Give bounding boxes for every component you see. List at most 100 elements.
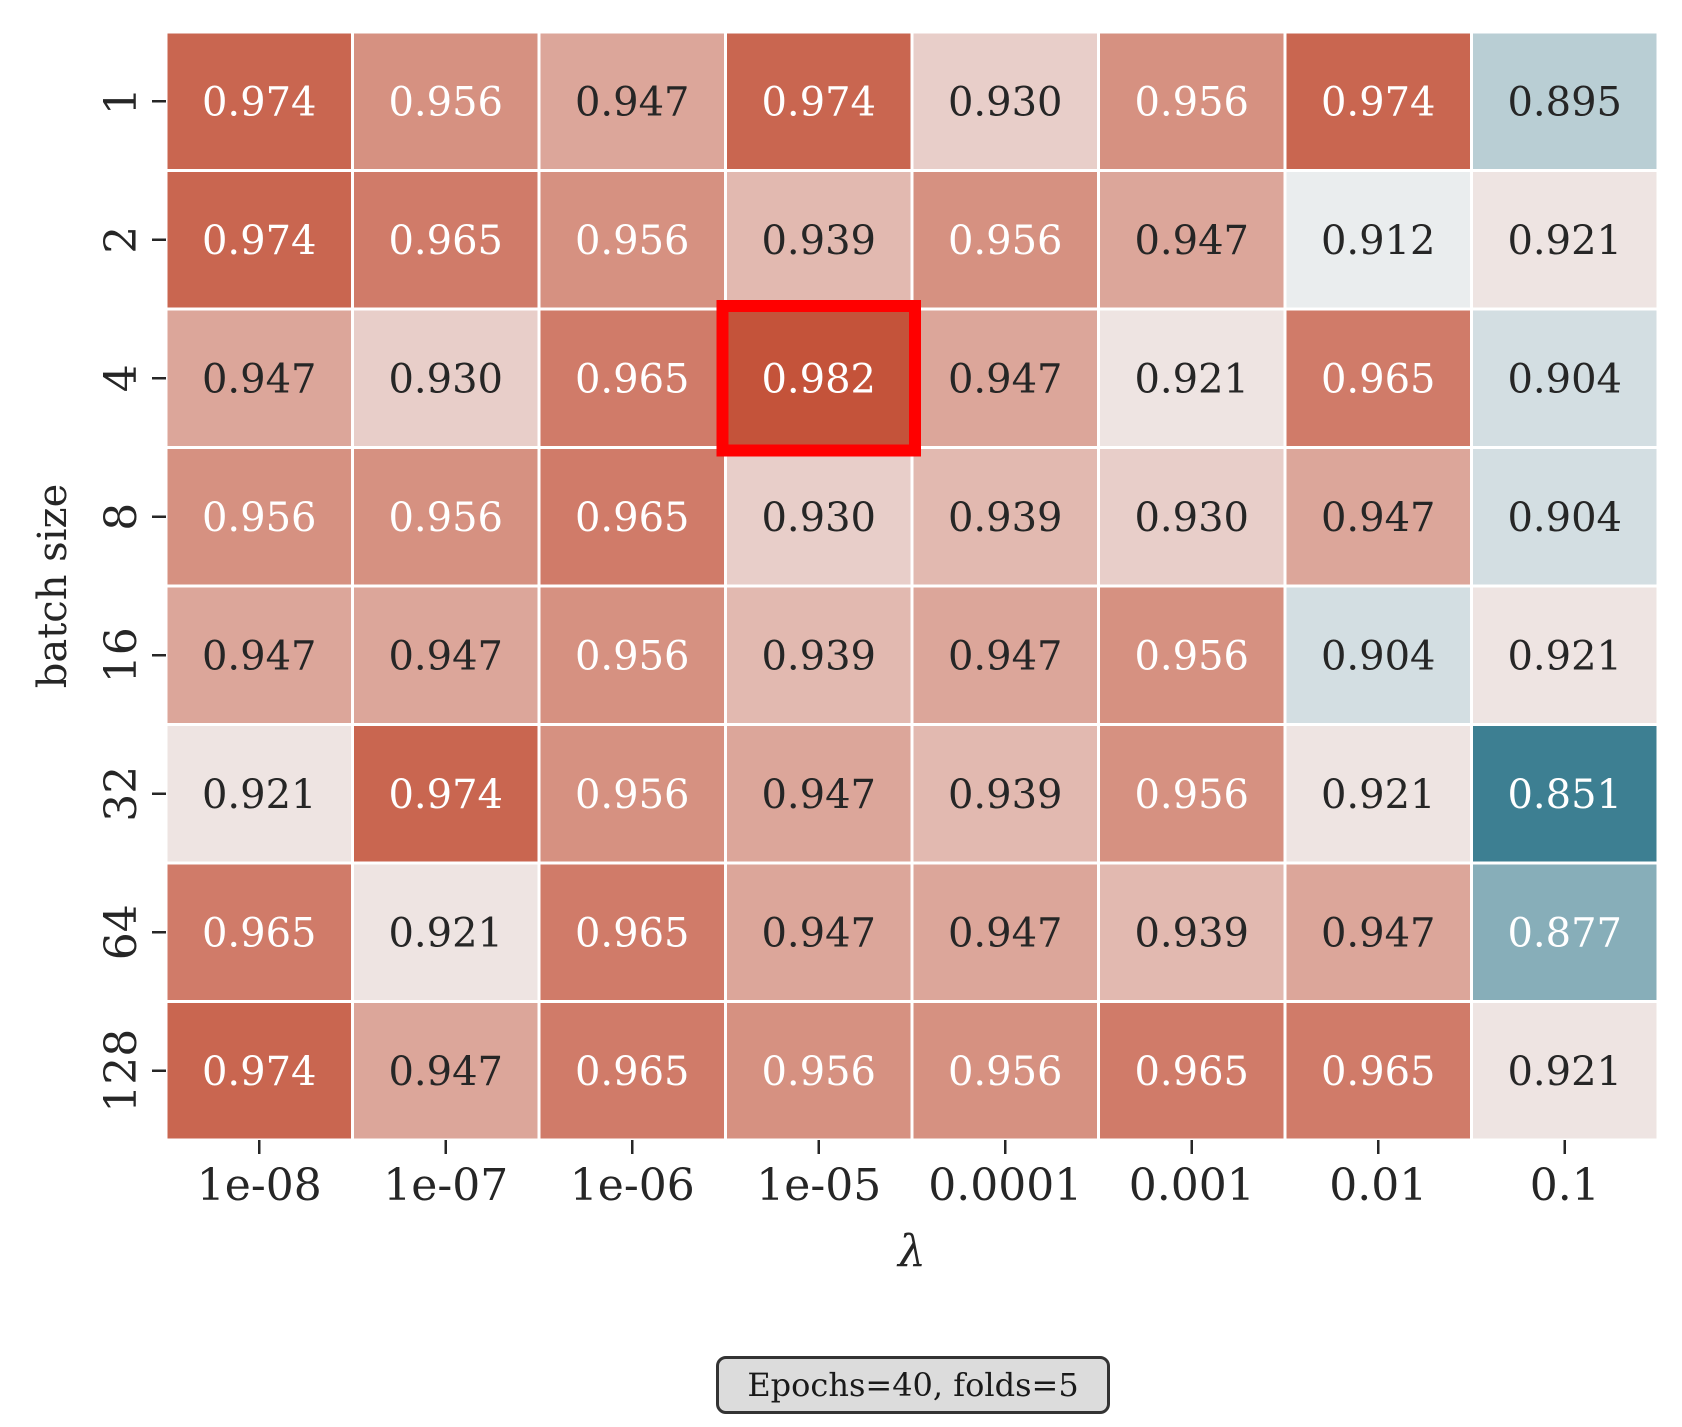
heatmap-cell [537,446,727,588]
x-axis-label: λ [896,1226,926,1277]
cell-value-label: 0.956 [948,218,1063,264]
heatmap-cell [1283,307,1473,449]
cell-value-label: 0.947 [948,356,1063,402]
heatmap-cell [537,723,727,865]
heatmap-cell [910,1000,1100,1142]
cell-value-label: 0.921 [202,772,317,818]
heatmap-cell [1470,584,1660,726]
cell-value-label: 0.974 [202,218,317,264]
heatmap-cell [351,169,541,311]
heatmap-cell [537,861,727,1003]
cell-value-label: 0.965 [1321,1049,1436,1095]
cell-value-label: 0.956 [575,633,690,679]
heatmap-cell [1283,723,1473,865]
heatmap-cell [1470,723,1660,865]
heatmap-cell [910,584,1100,726]
heatmap-cell [910,307,1100,449]
cell-value-label: 0.895 [1507,79,1622,125]
cell-value-label: 0.912 [1321,218,1436,264]
cell-value-label: 0.851 [1507,772,1622,818]
annotation-box: Epochs=40, folds=5 [716,1356,1110,1414]
x-tick-label: 0.0001 [928,1160,1082,1211]
heatmap-cell [351,723,541,865]
y-axis: 1 2 4 8 16 32 64 128 [96,87,166,1113]
y-tick-label: 4 [96,364,147,392]
y-tick-label: 8 [96,503,147,531]
heatmap-cell [910,446,1100,588]
x-axis: 1e-08 1e-07 1e-06 1e-05 0.0001 0.001 0.01 0.1 [197,1140,1600,1211]
cell-value-label: 0.947 [202,356,317,402]
heatmap-cell [351,307,541,449]
heatmap-cell [724,584,914,726]
cell-value-label: 0.904 [1507,356,1622,402]
cell-value-label: 0.956 [948,1049,1063,1095]
cell-value-label: 0.956 [1134,633,1249,679]
cell-value-label: 0.974 [388,772,503,818]
y-tick-label: 32 [96,766,147,822]
cell-value-label: 0.956 [575,772,690,818]
best-cell-highlight [716,300,921,457]
cell-value-label: 0.974 [1321,79,1436,125]
cell-value-label: 0.921 [388,910,503,956]
cell-value-label: 0.921 [1134,356,1249,402]
cell-value-label: 0.939 [948,495,1063,541]
heatmap-cell [1097,723,1287,865]
cell-value-label: 0.974 [202,79,317,125]
x-tick-label: 0.1 [1530,1160,1600,1211]
heatmap-cell [164,30,354,172]
y-tick-label: 64 [96,904,147,960]
x-tick-label: 1e-06 [570,1160,695,1211]
cell-value-label: 0.956 [1134,772,1249,818]
cell-value-label: 0.956 [761,1049,876,1095]
heatmap-cell [910,723,1100,865]
cell-value-label: 0.947 [1321,495,1436,541]
heatmap-cell [1470,30,1660,172]
cell-value-label: 0.947 [575,79,690,125]
heatmap-cell [1097,169,1287,311]
cell-value-label: 0.956 [202,495,317,541]
heatmap-cell [164,446,354,588]
x-tick-label: 0.01 [1329,1160,1427,1211]
cell-value-label: 0.904 [1321,633,1436,679]
cell-value-label: 0.930 [1134,495,1249,541]
y-tick-label: 16 [96,627,147,683]
cell-value-label: 0.974 [202,1049,317,1095]
heatmap-cell [1283,584,1473,726]
cell-value-label: 0.956 [575,218,690,264]
cell-value-label: 0.974 [761,79,876,125]
cell-value-label: 0.877 [1507,910,1622,956]
cell-value-label: 0.947 [388,633,503,679]
heatmap-cell [1470,169,1660,311]
heatmap-cell [1283,861,1473,1003]
y-axis-label: batch size [30,484,76,688]
x-tick-label: 0.001 [1129,1160,1255,1211]
cell-value-label: 0.947 [1134,218,1249,264]
cell-value-label: 0.939 [761,218,876,264]
heatmap-cells [164,30,1660,1142]
cell-value-label: 0.921 [1321,772,1436,818]
cell-value-label: 0.982 [761,356,876,402]
cell-value-label: 0.930 [948,79,1063,125]
heatmap-cell [1097,861,1287,1003]
cell-value-label: 0.904 [1507,495,1622,541]
x-tick-label: 1e-07 [383,1160,508,1211]
cell-value-label: 0.921 [1507,1049,1622,1095]
heatmap-cell [164,861,354,1003]
heatmap-cell [1097,307,1287,449]
heatmap-cell [537,307,727,449]
cell-value-label: 0.921 [1507,633,1622,679]
cell-value-label: 0.956 [388,79,503,125]
heatmap-cell [351,861,541,1003]
x-tick-label: 1e-08 [197,1160,322,1211]
cell-value-label: 0.965 [575,1049,690,1095]
heatmap-cell [537,30,727,172]
cell-value-label: 0.965 [1134,1049,1249,1095]
cell-value-label: 0.947 [1321,910,1436,956]
y-tick-label: 1 [96,87,147,115]
cell-value-label: 0.965 [575,495,690,541]
heatmap-cell [724,307,914,449]
cell-value-label: 0.947 [388,1049,503,1095]
cell-value-label: 0.965 [575,356,690,402]
cell-value-label: 0.939 [1134,910,1249,956]
